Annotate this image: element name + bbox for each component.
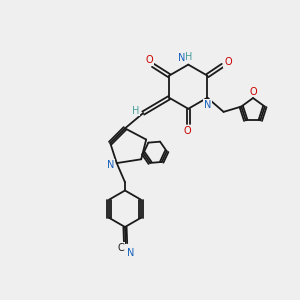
Text: O: O <box>250 87 257 97</box>
Text: N: N <box>127 248 134 258</box>
Text: N: N <box>204 100 211 110</box>
Text: O: O <box>224 57 232 67</box>
Text: N: N <box>106 160 114 170</box>
Text: H: H <box>132 106 139 116</box>
Text: O: O <box>184 126 191 136</box>
Text: N: N <box>178 52 185 62</box>
Text: O: O <box>146 55 153 65</box>
Text: H: H <box>185 52 193 62</box>
Text: C: C <box>118 243 124 253</box>
